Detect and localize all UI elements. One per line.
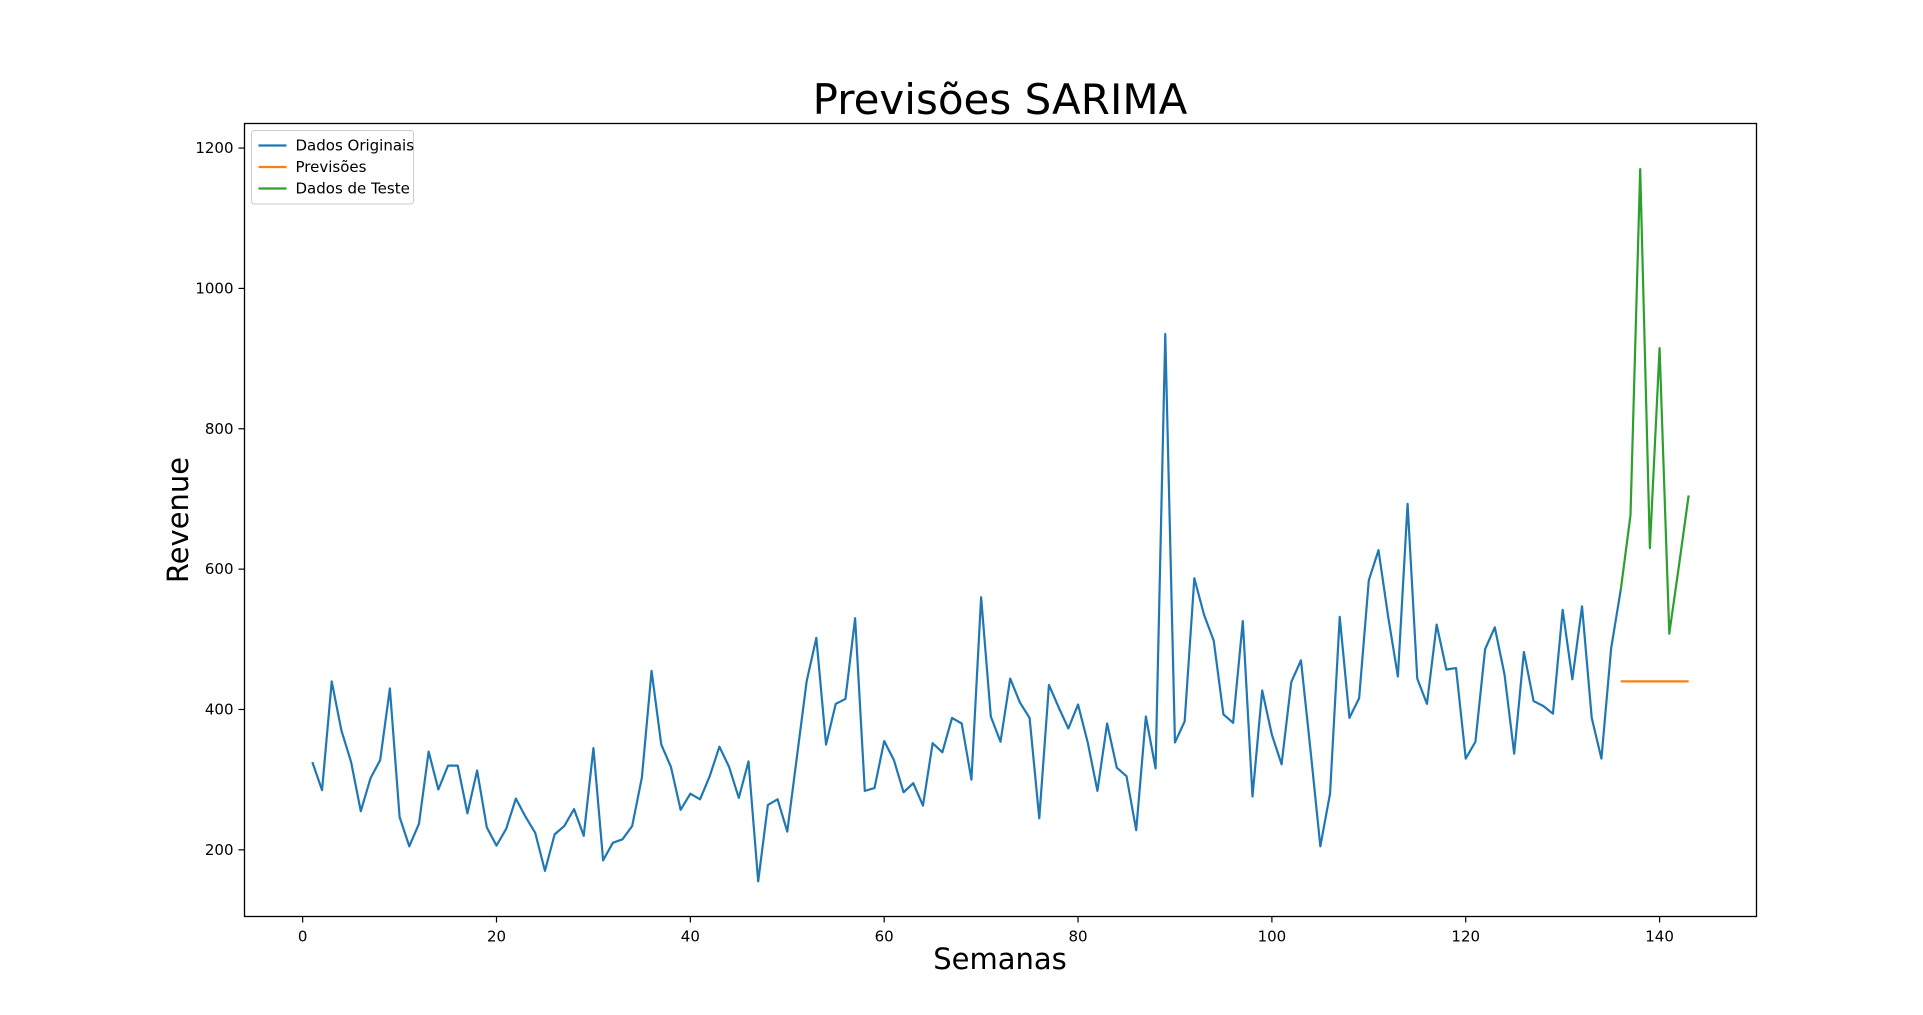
x-tick-label: 60 (875, 928, 894, 946)
y-tick-label: 200 (205, 841, 234, 859)
x-tick-label: 20 (487, 928, 506, 946)
legend-label-1: Previsões (296, 158, 367, 176)
x-tick-label: 0 (298, 928, 308, 946)
y-tick-label: 1200 (195, 139, 233, 157)
y-tick-label: 1000 (195, 279, 233, 297)
y-tick-label: 600 (205, 560, 234, 578)
chart-title: Previsões SARIMA (813, 75, 1188, 124)
series-line-0 (311, 332, 1622, 883)
legend: Dados Originais Previsões Dados de Teste (251, 130, 415, 205)
x-tick-label: 100 (1258, 928, 1287, 946)
y-axis: 200 400 600 800 1000 1200 (195, 139, 245, 859)
legend-label-0: Dados Originais (296, 137, 415, 155)
y-tick-label: 400 (205, 700, 234, 718)
x-tick-label: 140 (1645, 928, 1674, 946)
x-tick-label: 120 (1451, 928, 1480, 946)
y-tick-label: 800 (205, 420, 234, 438)
x-tick-label: 80 (1068, 928, 1087, 946)
x-tick-label: 40 (681, 928, 700, 946)
plot-frame (243, 122, 1758, 918)
x-axis-label: Semanas (933, 942, 1067, 976)
legend-label-2: Dados de Teste (296, 180, 410, 198)
legend-box (251, 130, 414, 205)
x-axis: 0 20 40 60 80 100 120 140 (298, 916, 1674, 946)
y-axis-label: Revenue (161, 457, 195, 583)
series-line-2 (1619, 168, 1690, 635)
